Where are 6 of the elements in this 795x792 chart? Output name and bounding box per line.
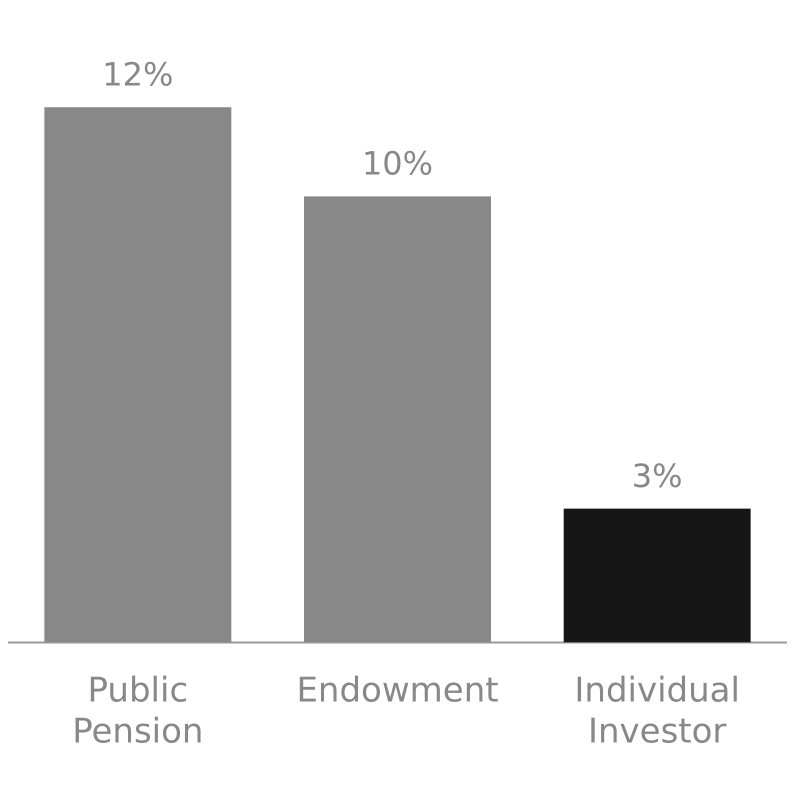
x-tick-label: Individual Investor (574, 670, 740, 752)
data-label: 12% (102, 56, 174, 94)
x-tick-label: Public Pension (72, 670, 204, 752)
x-tick-label: Endowment (296, 670, 499, 711)
data-label: 10% (362, 144, 434, 183)
data-label: 3% (632, 456, 683, 495)
